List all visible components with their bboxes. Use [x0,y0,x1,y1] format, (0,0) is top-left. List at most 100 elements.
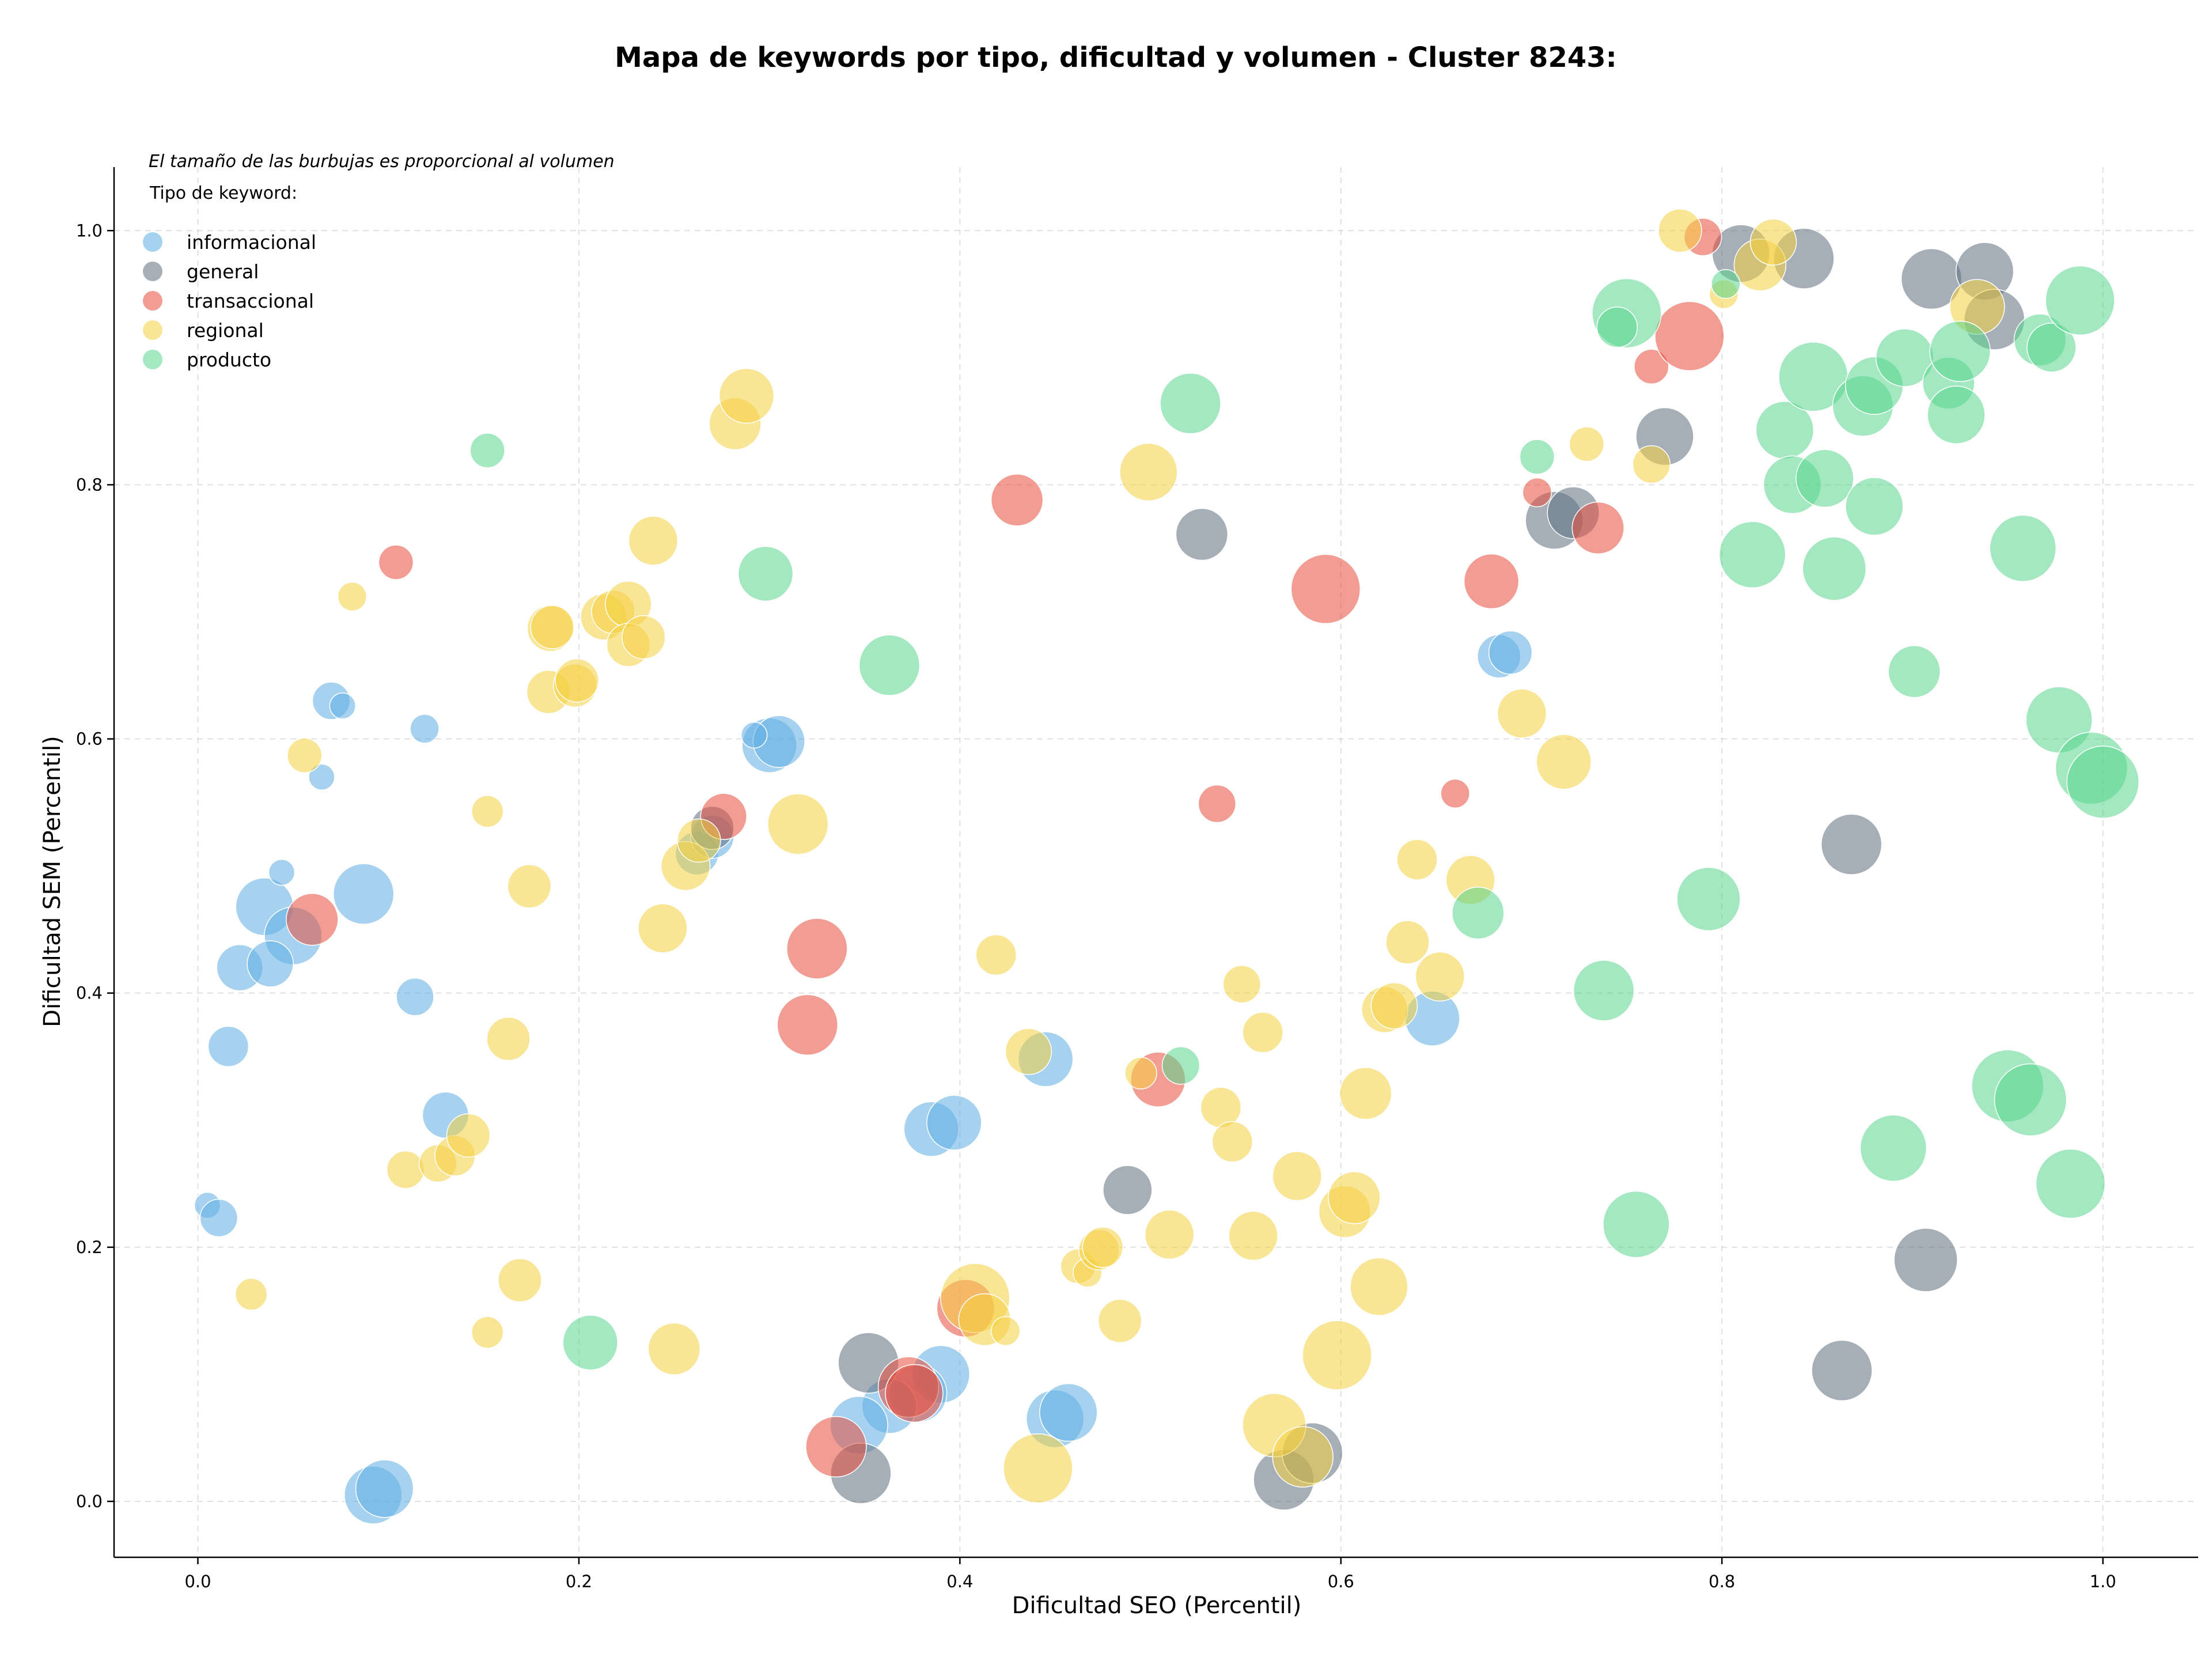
bubbles [194,209,2139,1524]
legend-label: regional [187,319,264,342]
bubble-regional [530,605,574,649]
x-tick-label: 0.6 [1328,1572,1354,1591]
bubble-informacional [740,721,768,749]
bubble-regional [1385,920,1430,964]
bubble-informacional [1039,1383,1098,1442]
bubble-regional [1658,209,1702,253]
bubble-producto [1859,1114,1927,1182]
bubble-transaccional [1634,349,1669,385]
bubble-regional [446,1113,491,1157]
bubble-producto [1452,886,1505,940]
x-tick-label: 0.4 [946,1572,973,1591]
bubble-regional [286,737,323,773]
bubble-regional [1396,839,1438,880]
x-axis-label: Dificultad SEO (Percentil) [1012,1592,1302,1619]
bubble-transaccional [286,893,339,946]
bubble-regional [1144,1209,1195,1260]
bubble-regional [1003,1433,1073,1504]
bubble-producto [1573,960,1635,1021]
legend-label: informacional [187,231,316,253]
bubble-producto [1676,867,1741,932]
bubble-producto [1160,373,1221,434]
bubble-producto [737,546,794,602]
bubble-producto [1711,269,1741,299]
legend-marker-regional [143,320,162,340]
y-tick-label: 0.4 [76,983,103,1003]
y-axis-label: Dificultad SEM (Percentil) [39,736,66,1027]
legend: informacional general transaccional regiona… [143,231,316,371]
bubble-producto [469,433,505,468]
bubble-regional [628,516,679,566]
bubble-transaccional [1654,301,1725,372]
bubble-producto [1989,514,2056,582]
bubble-informacional [1488,630,1533,675]
bubble-regional [1082,1227,1124,1268]
bubble-regional [1222,964,1262,1004]
bubble-regional [234,1278,268,1311]
bubble-transaccional [1198,784,1237,823]
bubble-regional [471,1316,504,1349]
bubble-producto [1929,320,1991,383]
chart-title: Mapa de keywords por tipo, dificultad y … [615,41,1617,74]
legend-label: transaccional [187,290,314,312]
bubble-regional [1211,1121,1253,1163]
bubble-producto [1161,1046,1200,1085]
bubble-producto [1718,521,1786,588]
bubble-informacional [308,763,335,790]
bubble-regional [507,864,552,909]
bubble-regional [622,615,666,660]
bubble-transaccional [1463,553,1520,610]
bubble-transaccional [378,544,414,580]
bubble-transaccional [1522,477,1552,508]
bubble-size-note: El tamaño de las burbujas es proporciona… [149,152,615,172]
axes [113,167,2198,1558]
bubble-regional [1272,1426,1334,1488]
bubble-regional [1242,1012,1283,1053]
bubble-regional [1415,951,1465,1002]
bubble-transaccional [1571,501,1625,555]
bubble-producto [562,1314,619,1371]
legend-marker-producto [143,350,162,369]
bubble-regional [1339,1067,1392,1120]
bubble-regional [1749,218,1797,266]
bubble-regional [677,818,721,863]
y-tick-label: 0.8 [76,475,103,494]
bubble-producto [858,634,921,696]
bubble-transaccional [885,1364,944,1423]
bubble-regional [1005,1028,1052,1075]
bubble-regional [471,795,504,828]
legend-title: Tipo de keyword: [149,183,297,203]
bubble-regional [1536,734,1592,790]
bubble-general [1811,1340,1873,1402]
bubble-regional [386,1151,425,1189]
bubble-general [1820,814,1883,875]
bubble-regional [1350,1257,1408,1316]
bubble-transaccional [1290,554,1361,625]
bubble-transaccional [786,918,848,979]
bubble-regional [1119,442,1178,502]
bubble-general [1175,508,1229,561]
bubble-general [1103,1165,1153,1215]
y-tick-label: 0.6 [76,729,103,749]
bubble-informacional [355,1459,414,1518]
bubble-regional [638,903,688,954]
bubble-regional [718,368,775,424]
bubble-regional [486,1016,531,1061]
bubble-regional [767,793,829,855]
x-tick-label: 0.0 [184,1572,211,1591]
legend-marker-general [143,262,162,281]
bubble-informacional [410,714,440,744]
bubble-general [1893,1228,1958,1292]
bubble-producto [1596,307,1638,348]
bubble-regional [1302,1320,1372,1391]
bubble-producto [2066,746,2139,819]
x-tick-label: 0.2 [566,1572,592,1591]
ticks: 0.0 0.2 0.4 0.6 0.8 1.0 0.0 0.2 0.4 0.6 0.8 1.0 [76,221,2116,1591]
legend-label: general [187,260,259,283]
bubble-informacional [926,1095,982,1151]
bubble-regional [555,658,599,703]
bubble-informacional [207,1026,249,1068]
bubble-producto [1927,385,1986,444]
bubble-regional [1097,1299,1142,1343]
